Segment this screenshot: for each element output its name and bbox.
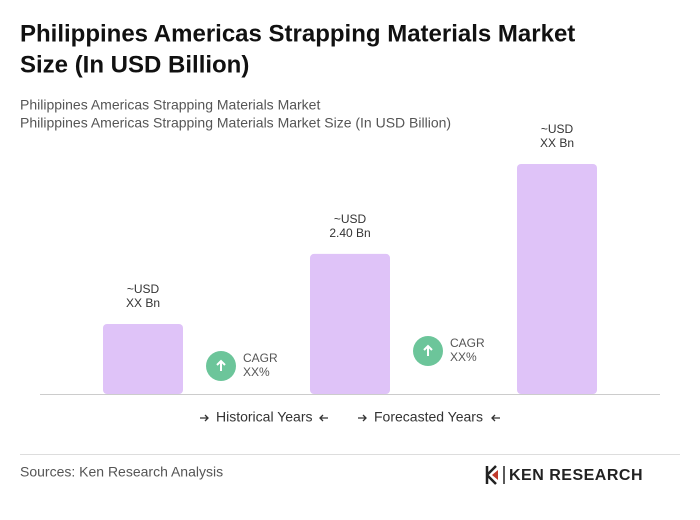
logo-text: KEN RESEARCH xyxy=(509,467,643,484)
legend-arrow xyxy=(200,414,209,422)
chart-title: Size (In USD Billion) xyxy=(20,51,249,78)
chart-title: Philippines Americas Strapping Materials… xyxy=(20,20,575,47)
legend-arrow xyxy=(491,414,500,422)
subtitle: Philippines Americas Strapping Materials… xyxy=(20,115,451,131)
cagr-label: XX% xyxy=(243,365,270,379)
legend-arrow xyxy=(319,414,328,422)
source: Sources: Ken Research Analysis xyxy=(20,464,223,480)
legend-arrow xyxy=(358,414,367,422)
value-label: ~USD xyxy=(541,122,574,136)
legend-label: Historical Years xyxy=(216,409,313,425)
cagr-label: CAGR xyxy=(450,336,485,350)
cagr-arrow xyxy=(423,344,433,356)
value-label: ~USD xyxy=(334,212,367,226)
value-label: XX Bn xyxy=(540,136,574,150)
cagr-label: CAGR xyxy=(243,351,278,365)
subtitle: Philippines Americas Strapping Materials… xyxy=(20,97,320,113)
bar xyxy=(310,253,390,394)
bar xyxy=(103,323,183,394)
logo: KEN RESEARCH xyxy=(485,465,643,485)
value-label: XX Bn xyxy=(126,296,160,310)
cagr-label: XX% xyxy=(450,350,477,364)
legend-label: Forecasted Years xyxy=(374,409,483,425)
cagr-arrow xyxy=(216,359,226,371)
bar xyxy=(517,164,597,394)
value-label: 2.40 Bn xyxy=(329,226,370,240)
value-label: ~USD xyxy=(127,282,160,296)
